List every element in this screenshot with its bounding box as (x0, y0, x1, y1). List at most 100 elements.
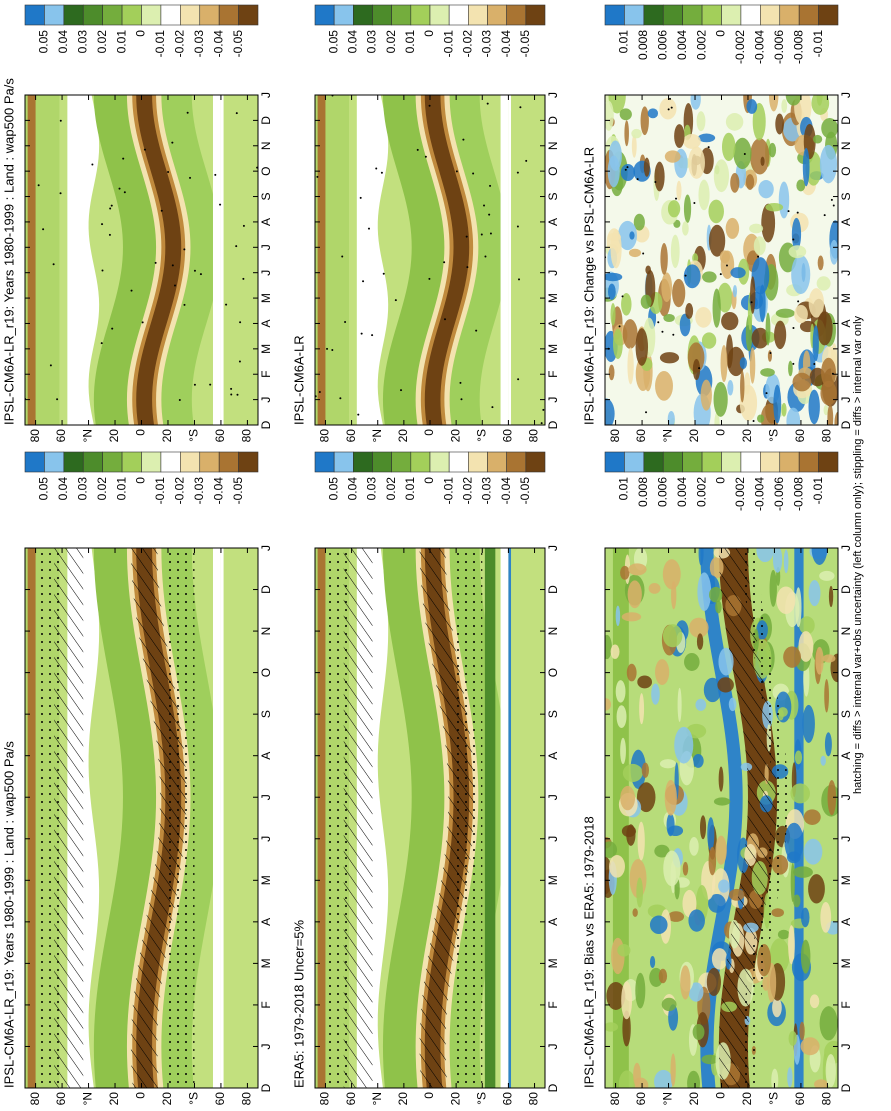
field-patch (703, 677, 722, 703)
field-patch (605, 841, 618, 858)
field-patch (715, 835, 727, 865)
month-label: J (259, 244, 273, 250)
colorbar-box (721, 451, 742, 473)
colorbar-label: 0.01 (403, 477, 417, 501)
month-label: A (259, 918, 273, 926)
stipple-dot (111, 327, 114, 330)
field-patch (713, 159, 730, 193)
month-label: O (546, 166, 560, 175)
month-label: D (839, 585, 853, 594)
stipple-dot (525, 159, 528, 162)
field-patch (775, 308, 795, 318)
colorbar-label: 0 (422, 30, 436, 37)
field-patch (767, 350, 773, 362)
field-patch (762, 976, 770, 991)
latitude-label: 80 (608, 1092, 622, 1106)
stipple-dot (428, 104, 431, 107)
latitude-label: 0 (714, 1092, 728, 1099)
stipple-dot (108, 233, 111, 236)
month-label: D (546, 1083, 560, 1092)
field-patch (815, 646, 824, 675)
colorbar-label: 0.02 (384, 30, 398, 54)
latitude-label: 80 (28, 1092, 42, 1106)
month-label: J (839, 836, 853, 842)
colorbar-label: 0.008 (636, 477, 650, 507)
field-patch (629, 231, 635, 240)
field-patch (707, 817, 715, 851)
field-patch (692, 358, 701, 381)
field-patch (787, 1067, 793, 1088)
colorbar-box (760, 451, 781, 473)
field-patch (654, 1069, 673, 1088)
latitude-label: 80 (527, 429, 541, 443)
month-label: J (839, 244, 853, 250)
latitude-label: 0 (714, 429, 728, 436)
stipple-dot (400, 389, 403, 392)
latitude-label: °N (370, 1092, 384, 1105)
colorbar-box (701, 451, 722, 473)
field-patch (688, 146, 705, 179)
field-patch (664, 150, 681, 163)
field-patch (677, 687, 682, 722)
field-patch (663, 313, 675, 323)
field-patch (605, 398, 615, 425)
field-band (220, 95, 224, 425)
stipple-dot (382, 272, 385, 275)
stipple-dot (178, 399, 181, 402)
field-patch (786, 851, 801, 864)
month-label: N (546, 141, 560, 150)
colorbar-box (24, 4, 45, 26)
stipple-dot (360, 332, 363, 335)
stipple-dot (636, 178, 639, 181)
field-patch (739, 357, 748, 369)
month-label: D (839, 420, 853, 429)
latitude-label: 20 (740, 429, 754, 443)
stipple-dot (171, 141, 174, 144)
latitude-label: °N (661, 429, 675, 442)
field-patch (771, 1068, 779, 1088)
field-patch (616, 705, 627, 729)
field-patch (682, 889, 697, 918)
panel-title: IPSL-CM6A-LR_r19: Years 1980-1999 : Land… (1, 741, 16, 1088)
stipple-dot (428, 277, 431, 280)
latitude-label: 20 (396, 1092, 410, 1106)
colorbar-box (525, 451, 546, 473)
stipple-dot (183, 303, 186, 306)
field-patch (698, 548, 704, 566)
field-patch (620, 164, 636, 182)
stipple-dot (209, 383, 212, 386)
stipple-dot (110, 204, 113, 207)
field-patch (834, 411, 838, 425)
stipple-dot (645, 411, 648, 414)
colorbar-box (141, 4, 162, 26)
field-patch (615, 605, 621, 627)
field-patch (709, 586, 723, 603)
colorbar-label: 0.006 (655, 30, 669, 60)
field-patch (702, 271, 717, 283)
colorbar-label: 0 (422, 477, 436, 484)
field-patch (688, 909, 705, 932)
latitude-label: 0 (422, 1092, 436, 1099)
colorbar-label: 0.05 (326, 30, 340, 54)
stipple-dot (424, 155, 427, 158)
field-patch (626, 824, 636, 846)
colorbar-label: -0.02 (461, 477, 475, 505)
field-patch (622, 1010, 631, 1047)
field-patch (635, 328, 649, 366)
field-band (508, 548, 512, 1088)
latitude-label: °N (370, 429, 384, 442)
colorbar-box (487, 4, 507, 26)
month-label: N (259, 141, 273, 150)
field-patch (717, 282, 733, 313)
latitude-label: 0 (134, 1092, 148, 1099)
colorbar-label: 0.01 (403, 30, 417, 54)
colorbar-label: -0.05 (518, 30, 532, 58)
field-patch (667, 911, 685, 922)
month-label: J (546, 1043, 560, 1049)
field-patch (610, 644, 620, 659)
stipple-dot (484, 255, 487, 258)
field-patch (627, 347, 634, 385)
stipple-dot (394, 299, 397, 302)
stipple-dot (661, 330, 664, 333)
stipple-dot (242, 277, 245, 280)
